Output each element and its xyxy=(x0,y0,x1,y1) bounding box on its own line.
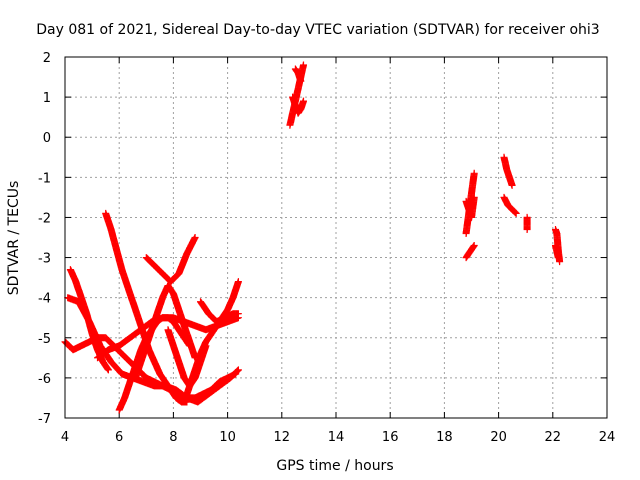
data-point xyxy=(104,366,112,374)
data-point xyxy=(470,169,478,177)
series-s18 xyxy=(500,153,516,189)
y-tick-label: -7 xyxy=(38,412,51,427)
y-tick-label: -3 xyxy=(38,252,51,267)
data-point xyxy=(470,193,478,201)
series-s4 xyxy=(102,209,191,406)
data-point xyxy=(297,77,305,85)
data-point xyxy=(470,242,478,249)
data-point xyxy=(202,342,210,350)
series-s17 xyxy=(462,193,478,221)
data-point xyxy=(508,181,516,189)
y-tick-label: -1 xyxy=(38,171,51,186)
y-tick-label: -4 xyxy=(38,292,51,307)
x-tick-label: 8 xyxy=(169,430,177,445)
y-tick-label: -5 xyxy=(38,332,51,347)
data-point xyxy=(232,370,240,378)
x-tick-label: 24 xyxy=(599,430,616,445)
y-tick-label: 2 xyxy=(43,51,51,66)
data-point xyxy=(300,61,307,69)
series-s7 xyxy=(132,282,199,382)
y-tick-label: 0 xyxy=(43,131,51,146)
x-tick-label: 10 xyxy=(219,430,236,445)
series-s20 xyxy=(523,213,531,233)
x-tick-label: 18 xyxy=(436,430,453,445)
x-tick-label: 4 xyxy=(61,430,69,445)
plot-frame xyxy=(64,56,608,419)
data-point xyxy=(300,97,307,105)
series-s3 xyxy=(61,334,240,402)
x-axis-label: GPS time / hours xyxy=(276,458,393,474)
series-s22 xyxy=(552,242,562,262)
y-tick-label: -2 xyxy=(38,211,51,226)
series-s11 xyxy=(197,298,242,326)
data-point xyxy=(512,209,520,217)
x-tick-label: 22 xyxy=(545,430,562,445)
series-s19 xyxy=(500,193,520,217)
x-tick-label: 12 xyxy=(274,430,291,445)
data-point xyxy=(556,258,564,266)
x-tick-label: 16 xyxy=(382,430,399,445)
series-s13 xyxy=(289,93,307,117)
chart-title: Day 081 of 2021, Sidereal Day-to-day VTE… xyxy=(36,22,599,38)
series-s16 xyxy=(462,242,478,262)
x-tick-label: 14 xyxy=(328,430,345,445)
grid xyxy=(65,57,607,418)
data-point xyxy=(554,254,562,262)
data-point xyxy=(191,234,199,241)
y-tick-label: 1 xyxy=(43,91,51,106)
data-points xyxy=(61,61,564,414)
x-tick-label: 6 xyxy=(115,430,123,445)
data-point xyxy=(234,310,242,318)
y-tick-label: -6 xyxy=(38,372,51,387)
data-point xyxy=(234,278,242,286)
data-point xyxy=(234,366,242,374)
series-s10 xyxy=(164,326,210,390)
data-point xyxy=(523,226,531,233)
y-axis-label: SDTVAR / TECUs xyxy=(6,181,22,296)
series-s8 xyxy=(142,234,199,286)
x-tick-label: 20 xyxy=(490,430,507,445)
series-s14 xyxy=(291,65,305,85)
